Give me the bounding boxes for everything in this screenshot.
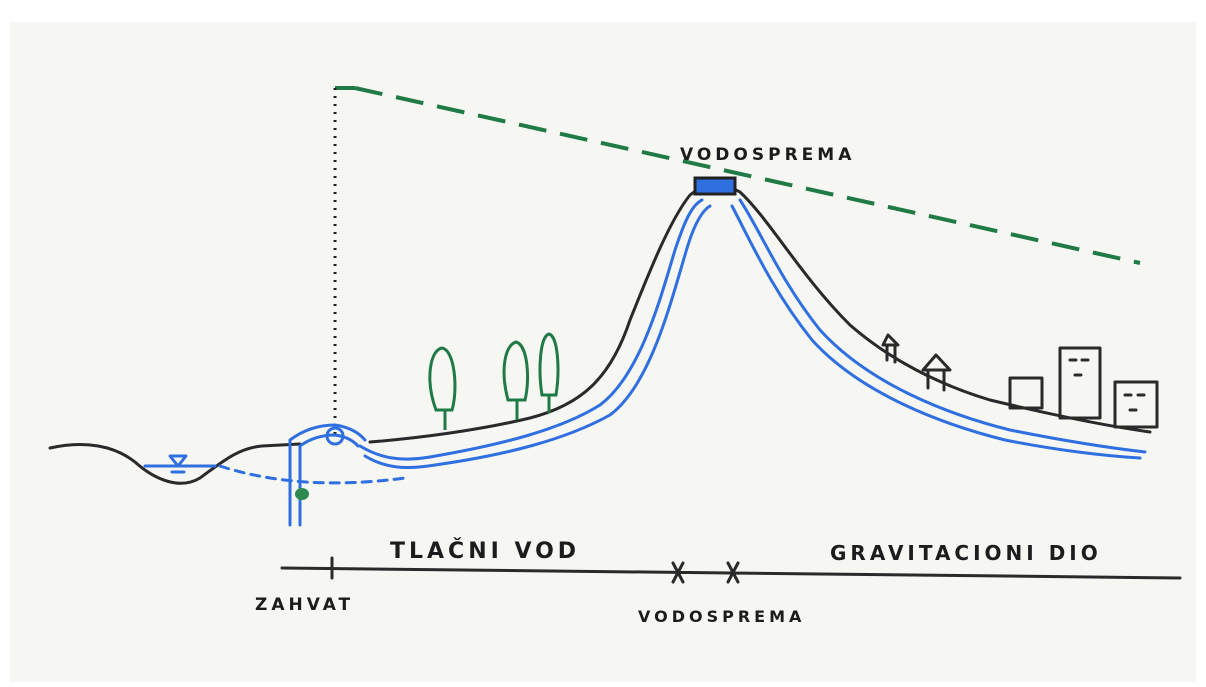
pressure-line-label: TLAČNI VOD (390, 538, 580, 564)
intake-screen (295, 488, 309, 500)
diagram: VODOSPREMA TLAČNI VOD GRAVITACIONI DIO Z… (0, 0, 1206, 687)
reservoir (695, 178, 735, 194)
gravity-part-label: GRAVITACIONI DIO (830, 541, 1102, 565)
intake-label: ZAHVAT (255, 595, 354, 615)
reservoir-label: VODOSPREMA (680, 145, 855, 165)
paper (10, 22, 1196, 682)
reservoir-axis-label: VODOSPREMA (638, 607, 805, 626)
